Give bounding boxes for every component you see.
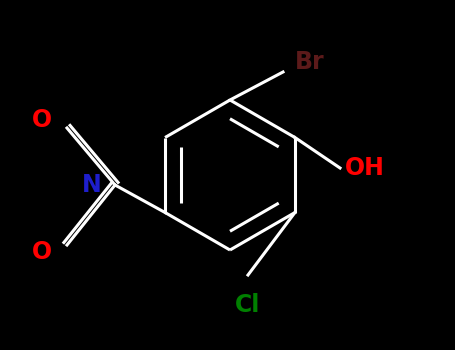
Text: N: N: [82, 173, 102, 197]
Text: Br: Br: [295, 50, 324, 74]
Text: O: O: [32, 240, 52, 264]
Text: Cl: Cl: [235, 293, 261, 317]
Text: OH: OH: [345, 156, 385, 180]
Text: O: O: [32, 108, 52, 132]
